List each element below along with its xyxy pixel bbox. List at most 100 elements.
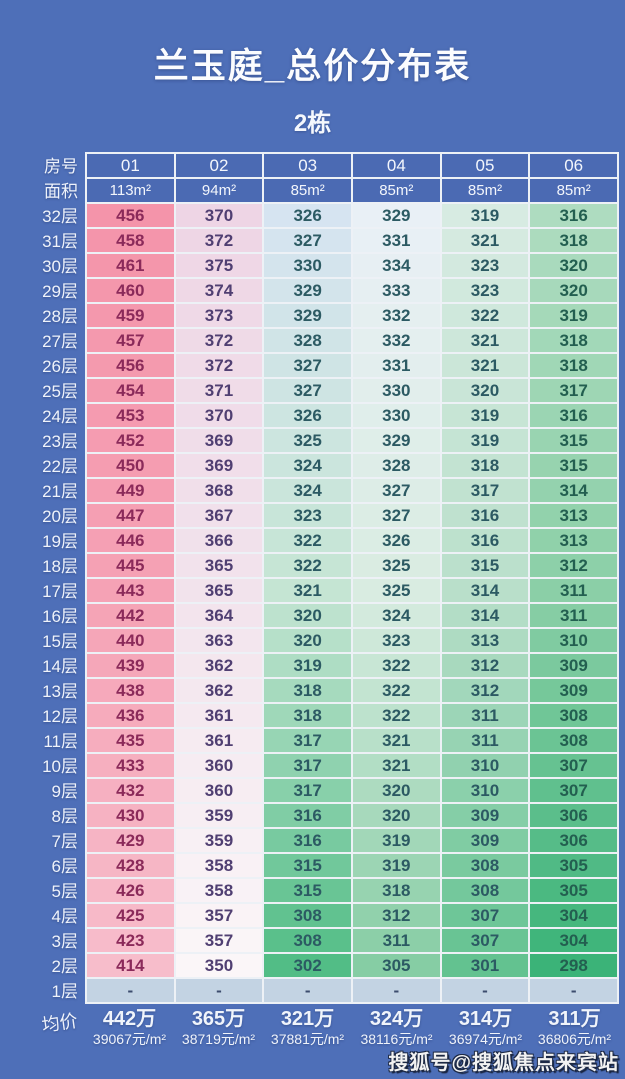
price-cell: 311 bbox=[530, 579, 617, 602]
price-cell: 308 bbox=[530, 704, 617, 727]
price-cell: 369 bbox=[175, 429, 263, 452]
average-cell: 311万 36806元/m² bbox=[530, 1007, 619, 1048]
price-cell: 323 bbox=[352, 629, 440, 652]
price-cell: 360 bbox=[175, 754, 263, 777]
price-cell: 318 bbox=[441, 454, 529, 477]
average-unit-price: 36974元/m² bbox=[448, 1031, 523, 1047]
price-cell: 326 bbox=[352, 529, 440, 552]
price-cell: 436 bbox=[87, 704, 174, 727]
price-cell: 319 bbox=[530, 304, 617, 327]
price-cell: 318 bbox=[352, 879, 440, 902]
price-cell: 445 bbox=[87, 554, 174, 577]
price-cell: 331 bbox=[352, 229, 440, 252]
price-cell: 312 bbox=[441, 654, 529, 677]
price-cell: 307 bbox=[530, 754, 617, 777]
price-cell: 325 bbox=[352, 554, 440, 577]
floor-label: 31层 bbox=[42, 232, 78, 251]
price-cell: 302 bbox=[264, 954, 351, 977]
price-cell: 321 bbox=[441, 354, 529, 377]
floor-label: 29层 bbox=[42, 282, 78, 301]
price-cell: - bbox=[264, 979, 351, 1002]
price-cell: 315 bbox=[530, 429, 617, 452]
price-cell: 310 bbox=[441, 754, 529, 777]
floor-label: 18层 bbox=[42, 557, 78, 576]
price-cell: 372 bbox=[175, 354, 263, 377]
floor-label: 3层 bbox=[51, 932, 78, 951]
price-cell: 327 bbox=[352, 479, 440, 502]
average-total-price: 321万 bbox=[280, 1008, 335, 1030]
price-cell: 307 bbox=[441, 904, 529, 927]
price-cell: 440 bbox=[87, 629, 174, 652]
price-cell: 319 bbox=[352, 829, 440, 852]
price-cell: - bbox=[175, 979, 263, 1002]
price-cell: 372 bbox=[175, 329, 263, 352]
price-cell: 330 bbox=[352, 379, 440, 402]
price-cell: 365 bbox=[175, 554, 263, 577]
price-cell: 447 bbox=[87, 504, 174, 527]
price-cell: 457 bbox=[87, 329, 174, 352]
price-cell: 443 bbox=[87, 579, 174, 602]
price-cell: 432 bbox=[87, 779, 174, 802]
price-cell: 322 bbox=[264, 554, 351, 577]
price-cell: 428 bbox=[87, 854, 174, 877]
price-cell: - bbox=[530, 979, 617, 1002]
watermark: 搜狐号@搜狐焦点来宾站 bbox=[388, 1052, 619, 1074]
average-total-price: 311万 bbox=[548, 1008, 601, 1030]
price-cell: 357 bbox=[175, 904, 263, 927]
price-cell: 306 bbox=[530, 804, 617, 827]
price-cell: 315 bbox=[264, 879, 351, 902]
floor-label: 17层 bbox=[42, 582, 78, 601]
price-cell: 313 bbox=[530, 504, 617, 527]
price-cell: 319 bbox=[264, 654, 351, 677]
price-cell: 322 bbox=[352, 704, 440, 727]
price-cell: 316 bbox=[530, 204, 617, 227]
price-cell: 360 bbox=[175, 779, 263, 802]
price-cell: 305 bbox=[530, 879, 617, 902]
price-cell: 327 bbox=[264, 354, 351, 377]
price-cell: 359 bbox=[175, 804, 263, 827]
floor-label: 7层 bbox=[51, 832, 78, 851]
average-unit-price: 39067元/m² bbox=[92, 1031, 167, 1047]
price-cell: 313 bbox=[441, 629, 529, 652]
price-cell: 314 bbox=[441, 604, 529, 627]
price-cell: 314 bbox=[530, 479, 617, 502]
unit-header-cell: 01 bbox=[87, 154, 174, 177]
average-unit-price: 38116元/m² bbox=[360, 1031, 433, 1047]
price-cell: 316 bbox=[264, 804, 351, 827]
price-cell: 318 bbox=[530, 229, 617, 252]
building-label: 2栋 bbox=[293, 110, 332, 137]
unit-header-cell: 03 bbox=[264, 154, 351, 177]
floor-label: 4层 bbox=[51, 907, 78, 926]
floor-label: 19层 bbox=[42, 532, 78, 551]
floor-label: 30层 bbox=[42, 257, 78, 276]
price-cell: 309 bbox=[530, 654, 617, 677]
price-cell: 311 bbox=[441, 704, 529, 727]
price-cell: 438 bbox=[87, 679, 174, 702]
price-cell: 309 bbox=[441, 804, 529, 827]
floor-label: 24层 bbox=[42, 407, 78, 426]
price-cell: 312 bbox=[530, 554, 617, 577]
price-cell: 305 bbox=[530, 854, 617, 877]
price-cell: 325 bbox=[352, 579, 440, 602]
price-cell: 322 bbox=[264, 529, 351, 552]
average-total-price: 365万 bbox=[191, 1008, 246, 1030]
price-cell: 456 bbox=[87, 354, 174, 377]
price-cell: 323 bbox=[264, 504, 351, 527]
price-cell: 350 bbox=[175, 954, 263, 977]
price-cell: - bbox=[352, 979, 440, 1002]
floor-label: 32层 bbox=[42, 207, 78, 226]
price-cell: 307 bbox=[530, 779, 617, 802]
price-cell: 321 bbox=[264, 579, 351, 602]
price-cell: 320 bbox=[264, 629, 351, 652]
price-cell: 304 bbox=[530, 929, 617, 952]
price-cell: 329 bbox=[352, 204, 440, 227]
price-cell: 330 bbox=[352, 404, 440, 427]
price-cell: 374 bbox=[175, 279, 263, 302]
price-cell: 328 bbox=[264, 329, 351, 352]
floor-label: 14层 bbox=[42, 657, 78, 676]
price-cell: 323 bbox=[441, 279, 529, 302]
area-cell: 85m² bbox=[264, 179, 351, 202]
price-cell: 459 bbox=[87, 304, 174, 327]
price-cell: 312 bbox=[441, 679, 529, 702]
price-cell: 357 bbox=[175, 929, 263, 952]
